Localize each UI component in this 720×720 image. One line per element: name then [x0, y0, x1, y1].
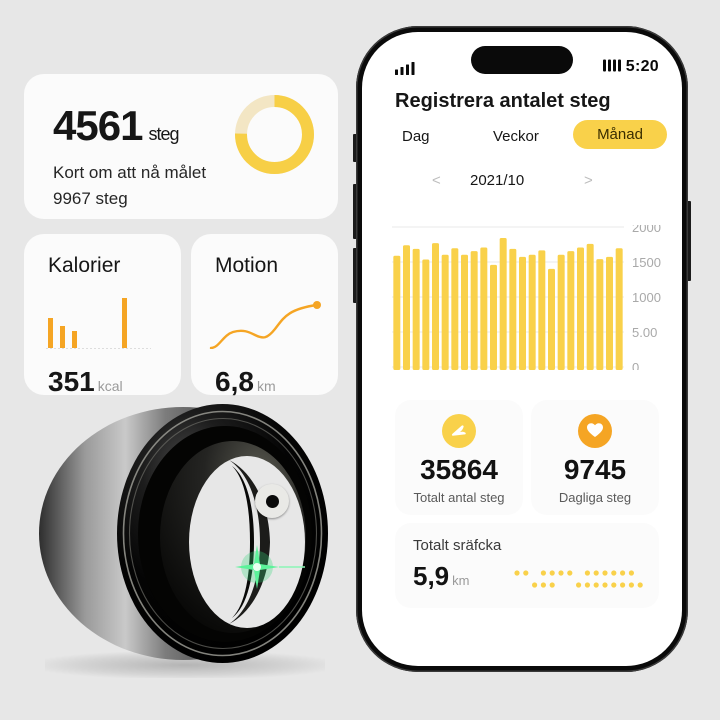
svg-text:1000: 1000 [632, 290, 661, 305]
svg-text:2000: 2000 [632, 225, 661, 235]
svg-text:5.00: 5.00 [632, 325, 657, 340]
svg-text:1500: 1500 [632, 255, 661, 270]
svg-text:0: 0 [632, 360, 639, 370]
